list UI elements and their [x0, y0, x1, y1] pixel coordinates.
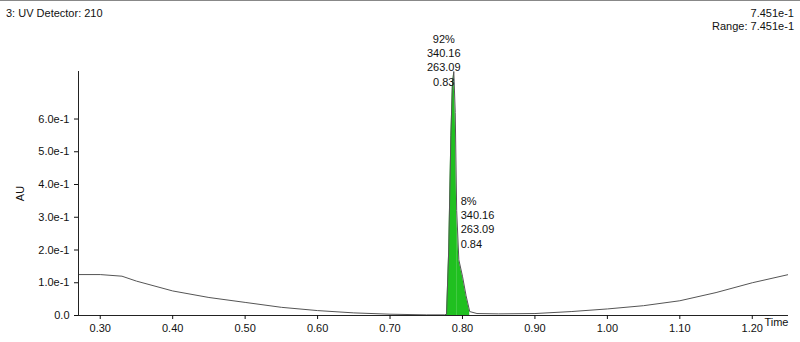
html-text:Range: 7.451e-1: Range: 7.451e-1	[712, 20, 794, 32]
svg-text:1.10: 1.10	[669, 322, 690, 334]
svg-text:4.0e-1: 4.0e-1	[38, 178, 69, 190]
svg-text:0.70: 0.70	[379, 322, 400, 334]
svg-text:2.0e-1: 2.0e-1	[38, 244, 69, 256]
svg-text:3.0e-1: 3.0e-1	[38, 211, 69, 223]
svg-text:92%340.16263.090.83: 92%340.16263.090.83	[427, 33, 461, 88]
svg-text:0.60: 0.60	[307, 322, 328, 334]
svg-text:0.40: 0.40	[162, 322, 183, 334]
svg-text:6.0e-1: 6.0e-1	[38, 113, 69, 125]
svg-text:1.0e-1: 1.0e-1	[38, 276, 69, 288]
svg-text:8%340.16263.090.84: 8%340.16263.090.84	[461, 195, 495, 250]
svg-text:1.20: 1.20	[742, 322, 763, 334]
svg-text:AU: AU	[14, 186, 26, 201]
svg-text:0.30: 0.30	[90, 322, 111, 334]
svg-text:0.50: 0.50	[234, 322, 255, 334]
svg-text:0.80: 0.80	[452, 322, 473, 334]
svg-text:Time: Time	[764, 316, 788, 328]
svg-text:1.00: 1.00	[597, 322, 618, 334]
html-text:7.451e-1: 7.451e-1	[750, 7, 794, 19]
svg-text:0.0: 0.0	[54, 309, 69, 321]
svg-text:0.90: 0.90	[524, 322, 545, 334]
svg-text:5.0e-1: 5.0e-1	[38, 145, 69, 157]
html-text:3: UV Detector: 210: 3: UV Detector: 210	[6, 7, 103, 19]
